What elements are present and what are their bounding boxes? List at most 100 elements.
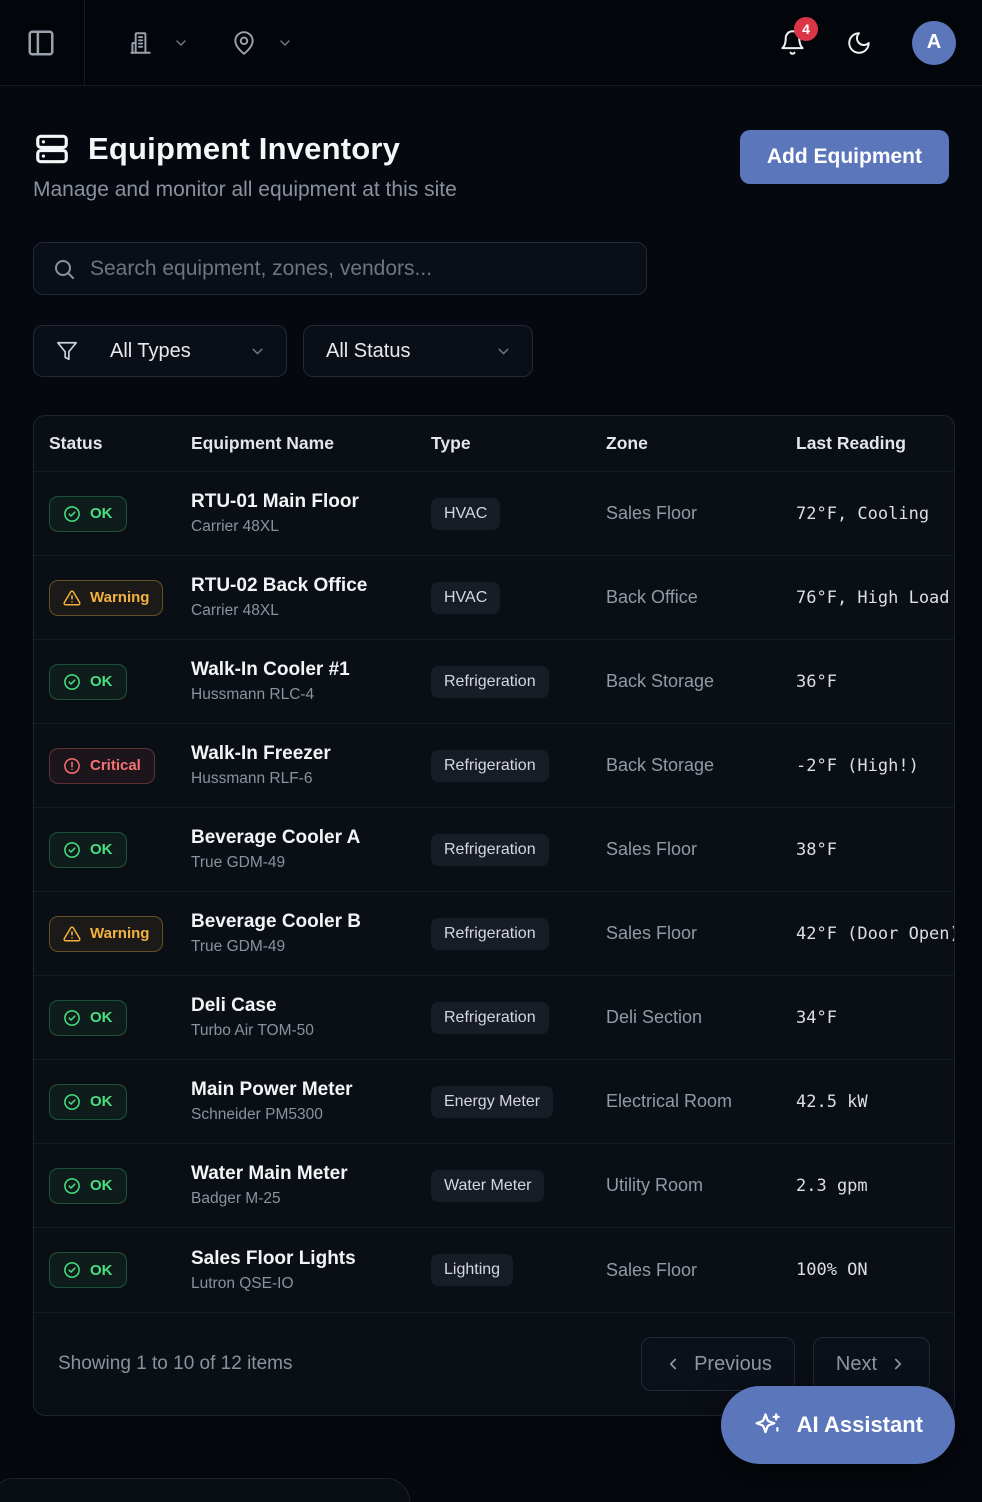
equipment-model: Schneider PM5300	[191, 1106, 323, 1123]
type-chip: Energy Meter	[431, 1085, 554, 1118]
equipment-model: Hussmann RLC-4	[191, 686, 315, 703]
topbar-divider	[84, 0, 85, 85]
column-header-status: Status	[49, 433, 103, 453]
equipment-name: Beverage Cooler B	[191, 911, 362, 932]
next-page-button[interactable]: Next	[812, 1337, 930, 1391]
table-row[interactable]: OK RTU-01 Main Floor Carrier 48XL HVAC S…	[34, 472, 954, 556]
type-chip: HVAC	[431, 497, 501, 530]
alert-circle-icon	[63, 757, 81, 775]
equipment-table-card: Status Equipment Name Type Zone Last Rea…	[33, 415, 955, 1416]
type-filter-dropdown[interactable]: All Types	[33, 325, 287, 377]
check-circle-icon	[63, 673, 81, 691]
zone-label: Utility Room	[606, 1175, 704, 1195]
table-row[interactable]: Critical Walk-In Freezer Hussmann RLF-6 …	[34, 724, 954, 808]
column-header-equipment-name: Equipment Name	[191, 433, 334, 453]
type-chip: HVAC	[431, 581, 501, 614]
avatar[interactable]: A	[912, 20, 956, 65]
column-header-type: Type	[431, 433, 471, 453]
table-row[interactable]: OK Main Power Meter Schneider PM5300 Ene…	[34, 1060, 954, 1144]
check-circle-icon	[63, 1093, 81, 1111]
status-label: OK	[90, 1177, 113, 1194]
notifications-button[interactable]: 4	[779, 17, 818, 56]
chevron-down-icon	[173, 35, 189, 51]
status-filter-dropdown[interactable]: All Status	[303, 325, 533, 377]
status-label: Warning	[90, 589, 150, 606]
zone-label: Back Storage	[606, 755, 715, 775]
chevron-down-icon	[249, 343, 266, 360]
chevron-left-icon	[664, 1355, 682, 1373]
table-row[interactable]: OK Sales Floor Lights Lutron QSE-IO Ligh…	[34, 1228, 954, 1312]
equipment-model: True GDM-49	[191, 938, 286, 955]
page-title: Equipment Inventory	[88, 131, 401, 166]
zone-label: Sales Floor	[606, 1259, 698, 1280]
status-badge: Warning	[49, 579, 164, 616]
next-label: Next	[835, 1352, 877, 1375]
equipment-model: Carrier 48XL	[191, 518, 279, 535]
table-row[interactable]: OK Water Main Meter Badger M-25 Water Me…	[34, 1144, 954, 1228]
zone-label: Deli Section	[606, 1007, 703, 1027]
alert-triangle-icon	[63, 589, 81, 607]
table-header-row: Status Equipment Name Type Zone Last Rea…	[34, 416, 954, 472]
topbar: 4 A	[0, 0, 982, 86]
table-row[interactable]: OK Beverage Cooler A True GDM-49 Refrige…	[34, 808, 954, 892]
equipment-name: Main Power Meter	[191, 1079, 353, 1100]
status-badge: OK	[49, 999, 127, 1036]
sidebar-toggle-button[interactable]	[26, 28, 56, 58]
check-circle-icon	[63, 841, 81, 859]
equipment-model: Hussmann RLF-6	[191, 770, 313, 787]
equipment-model: True GDM-49	[191, 854, 286, 871]
type-filter-value: All Types	[110, 339, 191, 362]
location-selector-dropdown[interactable]	[231, 30, 293, 56]
table-body: OK RTU-01 Main Floor Carrier 48XL HVAC S…	[34, 472, 954, 1312]
filter-icon	[56, 340, 78, 362]
status-badge: Warning	[49, 915, 164, 952]
zone-label: Sales Floor	[606, 923, 698, 943]
search-input[interactable]	[90, 256, 628, 281]
equipment-name: Walk-In Freezer	[191, 743, 331, 764]
alert-triangle-icon	[63, 925, 81, 943]
equipment-name: RTU-01 Main Floor	[191, 491, 359, 512]
column-header-last-reading: Last Reading	[796, 433, 906, 453]
status-label: OK	[90, 505, 113, 522]
equipment-model: Badger M-25	[191, 1190, 281, 1207]
table-row[interactable]: OK Deli Case Turbo Air TOM-50 Refrigerat…	[34, 976, 954, 1060]
previous-page-button[interactable]: Previous	[641, 1337, 795, 1391]
table-row[interactable]: Warning RTU-02 Back Office Carrier 48XL …	[34, 556, 954, 640]
panel-left-icon	[26, 28, 56, 58]
status-label: OK	[90, 1261, 113, 1279]
type-chip: Lighting	[431, 1254, 514, 1286]
last-reading-value: 72°F, Cooling	[796, 503, 930, 524]
zone-label: Sales Floor	[606, 503, 698, 523]
equipment-model: Turbo Air TOM-50	[191, 1022, 314, 1039]
status-label: OK	[90, 673, 113, 690]
map-pin-icon	[231, 30, 257, 56]
equipment-name: Walk-In Cooler #1	[191, 659, 350, 680]
last-reading-value: -2°F (High!)	[796, 755, 919, 776]
sparkles-icon	[753, 1410, 783, 1440]
status-badge: OK	[49, 663, 127, 700]
check-circle-icon	[63, 505, 81, 523]
status-badge: OK	[49, 1167, 127, 1204]
ai-assistant-label: AI Assistant	[796, 1412, 923, 1437]
last-reading-value: 38°F	[796, 839, 837, 860]
zone-label: Sales Floor	[606, 839, 698, 859]
equipment-name: RTU-02 Back Office	[191, 575, 368, 596]
check-circle-icon	[63, 1261, 81, 1279]
status-badge: OK	[49, 1252, 127, 1288]
chevron-down-icon	[277, 35, 293, 51]
column-header-zone: Zone	[606, 433, 648, 453]
table-row[interactable]: Warning Beverage Cooler B True GDM-49 Re…	[34, 892, 954, 976]
search-box	[33, 242, 647, 295]
last-reading-value: 76°F, High Load	[796, 587, 950, 608]
status-label: OK	[90, 1093, 113, 1110]
type-chip: Refrigeration	[431, 833, 549, 866]
table-row[interactable]: OK Walk-In Cooler #1 Hussmann RLC-4 Refr…	[34, 640, 954, 724]
add-equipment-button[interactable]: Add Equipment	[739, 130, 949, 184]
site-selector-dropdown[interactable]	[127, 30, 189, 56]
theme-toggle-button[interactable]	[846, 30, 872, 56]
page-subtitle: Manage and monitor all equipment at this…	[33, 178, 457, 201]
equipment-name: Water Main Meter	[191, 1163, 348, 1184]
status-label: Critical	[90, 757, 141, 774]
status-badge: OK	[49, 495, 127, 532]
ai-assistant-button[interactable]: AI Assistant	[720, 1386, 955, 1464]
